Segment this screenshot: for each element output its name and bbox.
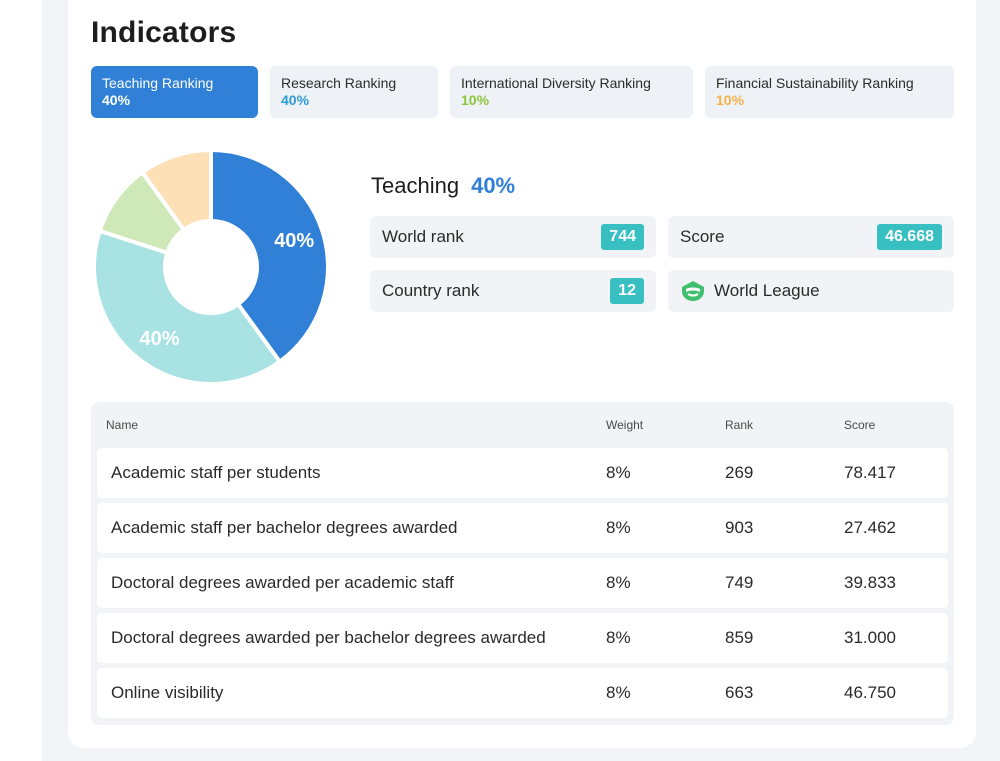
header-rank: Rank: [725, 418, 754, 432]
donut-slice-0[interactable]: [209, 147, 330, 365]
section-title: Teaching: [371, 173, 460, 198]
tab-value: 10%: [716, 92, 745, 108]
table-header: Name Weight Rank Score: [91, 402, 954, 446]
row-weight: 8%: [606, 573, 631, 592]
tab-value: 10%: [461, 92, 490, 108]
header-weight: Weight: [606, 418, 644, 432]
tab-research-ranking[interactable]: Research Ranking 40%: [270, 66, 438, 118]
row-score: 46.750: [844, 683, 896, 702]
indicator-donut-chart: 40% 40%: [92, 147, 330, 386]
tab-label: Research Ranking: [281, 75, 397, 91]
table-row: Academic staff per bachelor degrees awar…: [97, 503, 948, 553]
row-rank: 903: [725, 518, 754, 537]
row-weight: 8%: [606, 683, 631, 702]
section-percent: 40%: [471, 173, 516, 198]
row-weight: 8%: [606, 518, 631, 537]
table-row: Academic staff per students 8% 269 78.41…: [97, 448, 948, 498]
tab-label: International Diversity Ranking: [461, 75, 651, 91]
country-rank-badge: 12: [610, 278, 644, 304]
row-name: Doctoral degrees awarded per academic st…: [111, 573, 454, 592]
header-name: Name: [106, 418, 139, 432]
score-badge: 46.668: [877, 224, 942, 250]
row-rank: 269: [725, 463, 754, 482]
tab-international-diversity-ranking[interactable]: International Diversity Ranking 10%: [450, 66, 693, 118]
donut-slice-label-1: 40%: [140, 328, 180, 350]
tab-teaching-ranking[interactable]: Teaching Ranking 40%: [91, 66, 258, 118]
row-name: Online visibility: [111, 683, 224, 702]
header-score: Score: [844, 418, 876, 432]
score-label: Score: [680, 227, 725, 246]
table-row: Online visibility 8% 663 46.750: [97, 668, 948, 718]
country-rank-label: Country rank: [382, 281, 480, 300]
world-league-icon: [682, 281, 704, 301]
world-rank-badge: 744: [601, 224, 644, 250]
row-score: 78.417: [844, 463, 896, 482]
row-rank: 859: [725, 628, 754, 647]
row-name: Academic staff per bachelor degrees awar…: [111, 518, 458, 537]
row-score: 39.833: [844, 573, 896, 592]
row-score: 27.462: [844, 518, 896, 537]
donut-slice-label-0: 40%: [274, 230, 314, 252]
section-heading: Teaching 40%: [371, 173, 515, 199]
row-name: Doctoral degrees awarded per bachelor de…: [111, 628, 546, 647]
row-weight: 8%: [606, 628, 631, 647]
world-league-box[interactable]: World League: [668, 270, 954, 312]
world-rank-box: World rank 744: [370, 216, 656, 258]
world-rank-label: World rank: [382, 227, 464, 246]
donut-slice-3[interactable]: [139, 147, 213, 233]
row-rank: 749: [725, 573, 754, 592]
table-row: Doctoral degrees awarded per bachelor de…: [97, 613, 948, 663]
row-name: Academic staff per students: [111, 463, 321, 482]
tab-financial-sustainability-ranking[interactable]: Financial Sustainability Ranking 10%: [705, 66, 954, 118]
table-row: Doctoral degrees awarded per academic st…: [97, 558, 948, 608]
indicators-table: Name Weight Rank Score Academic staff pe…: [91, 402, 954, 725]
score-box: Score 46.668: [668, 216, 954, 258]
page-title: Indicators: [91, 16, 237, 49]
tab-value: 40%: [102, 92, 131, 108]
row-score: 31.000: [844, 628, 896, 647]
tab-value: 40%: [281, 92, 310, 108]
country-rank-box: Country rank 12: [370, 270, 656, 312]
row-rank: 663: [725, 683, 754, 702]
donut-slice-1[interactable]: [92, 228, 283, 386]
row-weight: 8%: [606, 463, 631, 482]
tab-label: Financial Sustainability Ranking: [716, 75, 914, 91]
world-league-label: World League: [714, 281, 820, 300]
tab-label: Teaching Ranking: [102, 75, 214, 91]
page-left-margin: [0, 0, 42, 761]
